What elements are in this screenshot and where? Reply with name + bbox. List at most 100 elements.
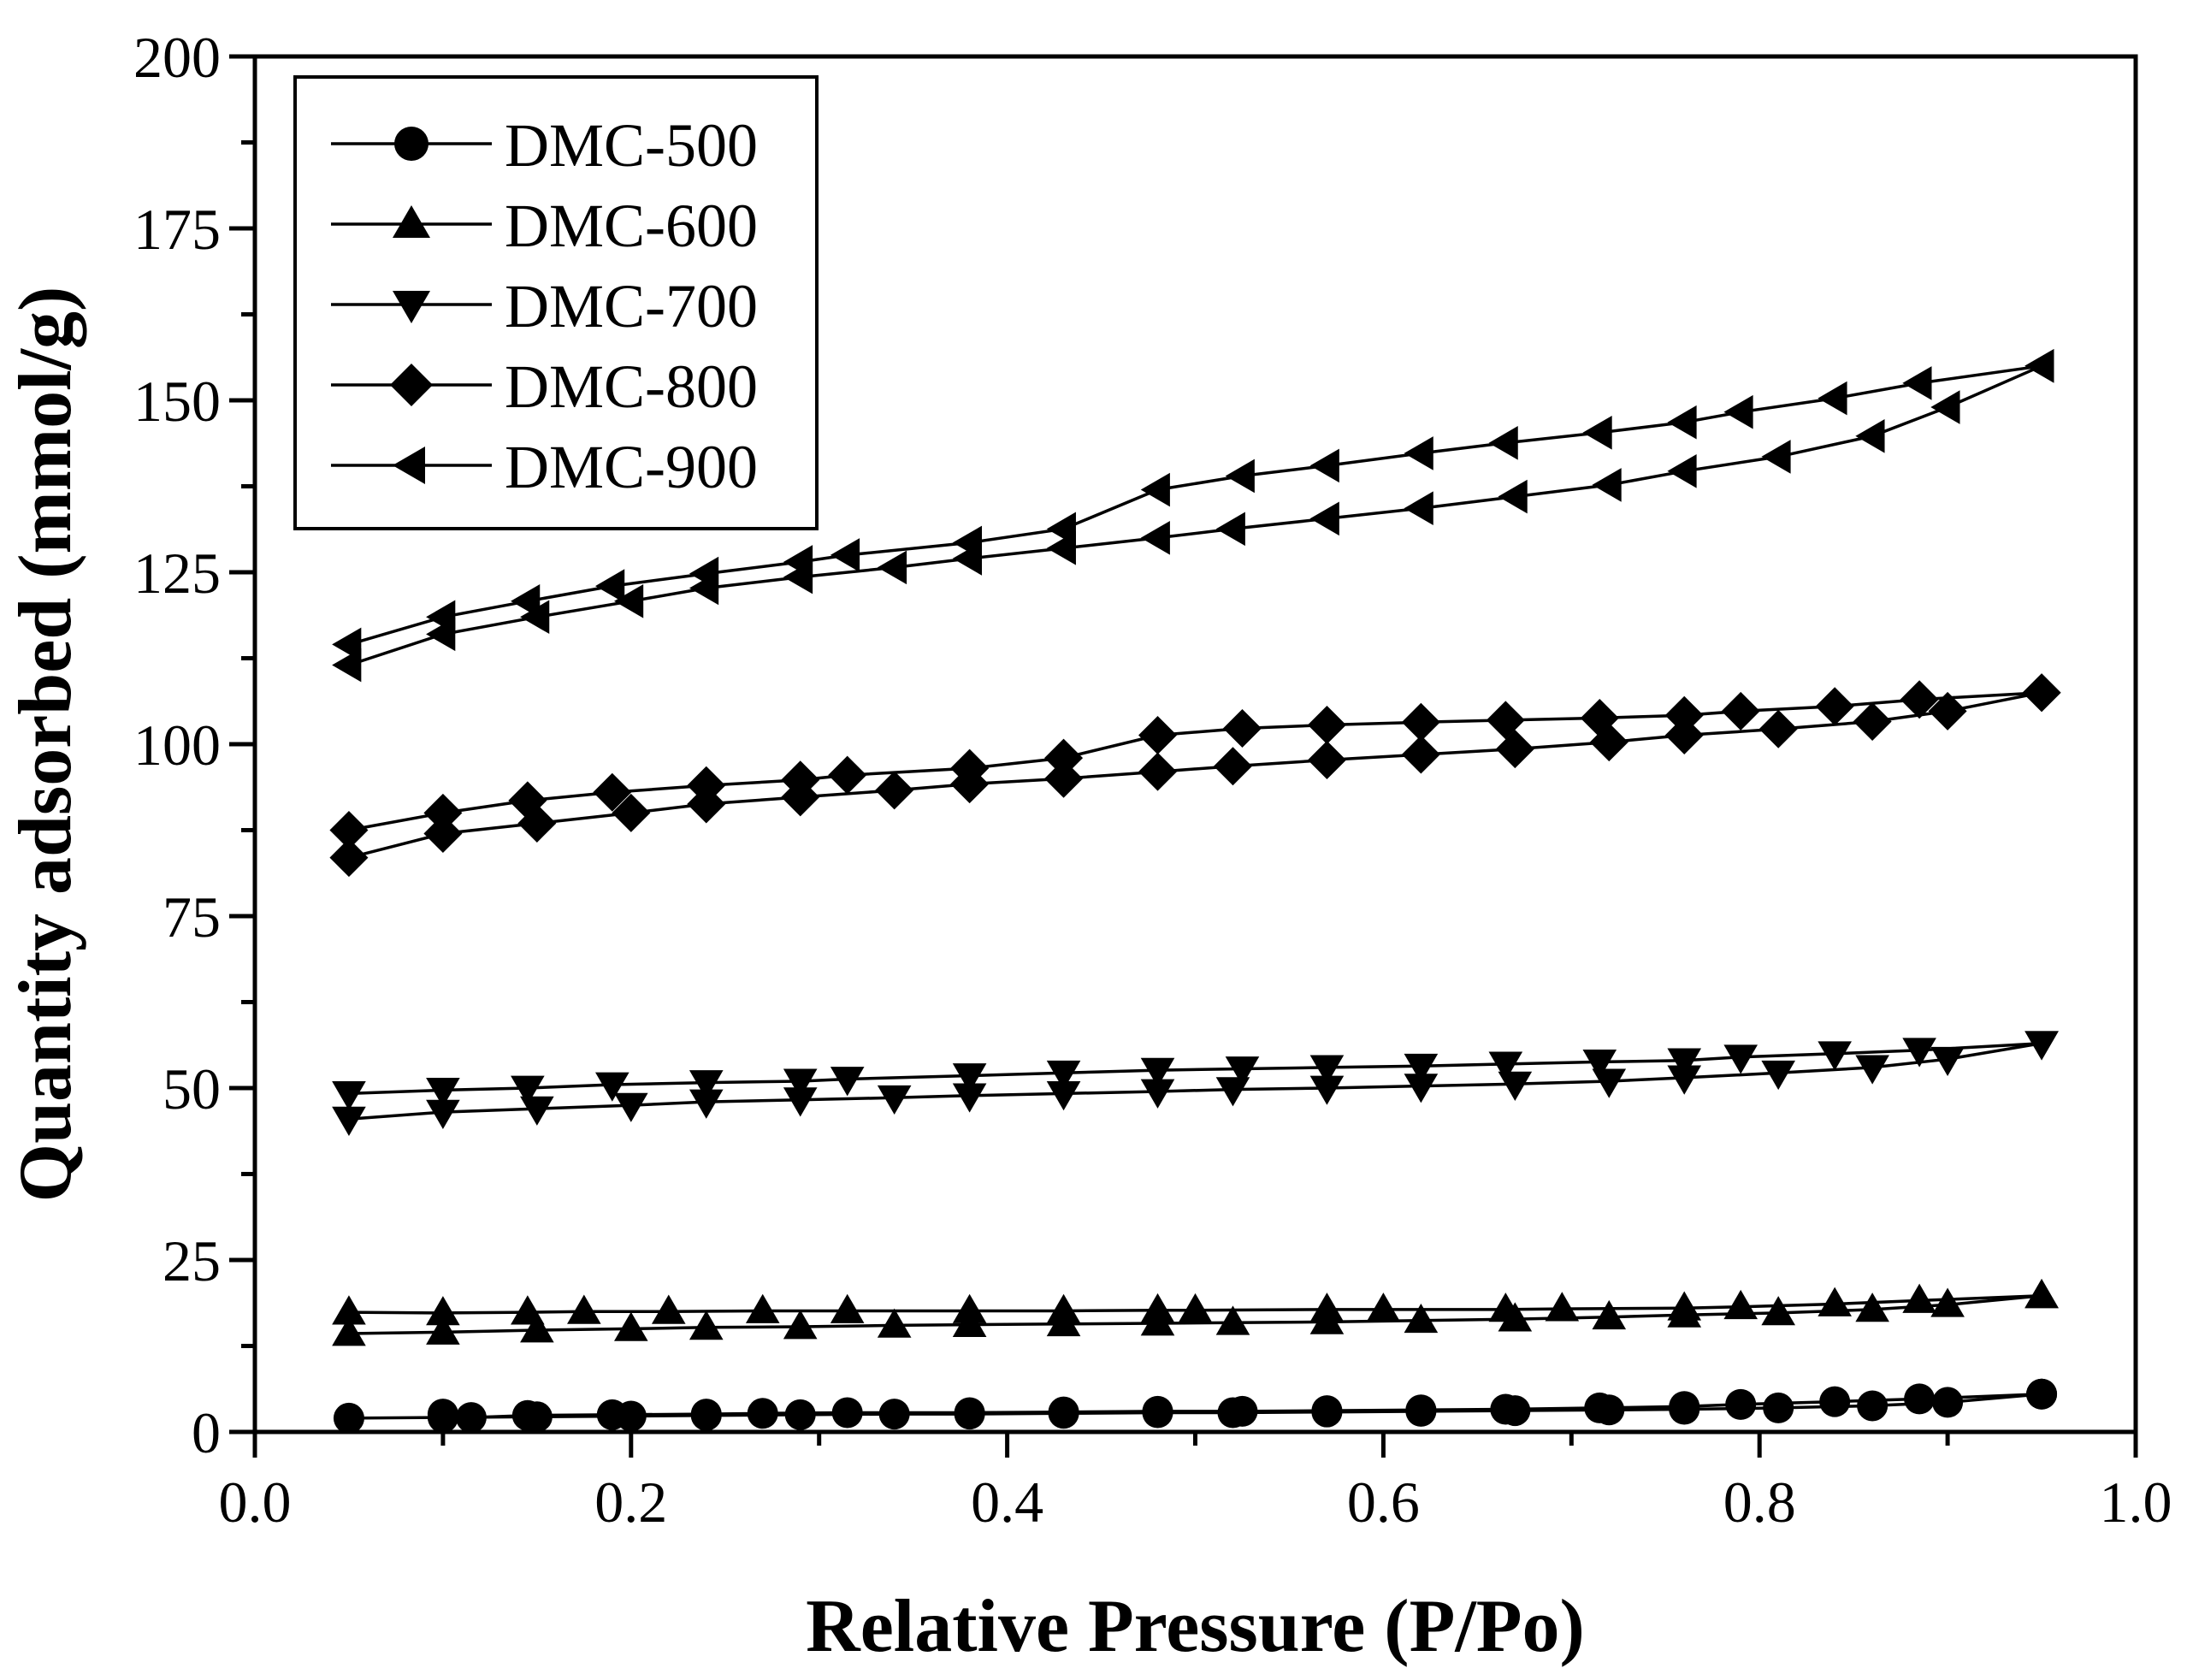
adsorption-point [423,814,463,854]
adsorption-point [1761,1296,1795,1326]
desorption-point [1664,695,1704,735]
desorption-point [1046,1293,1081,1323]
adsorption-point [1930,1287,1965,1317]
desorption-point [1486,701,1525,740]
adsorption-point [877,1308,912,1338]
desorption-point [828,755,867,795]
y-tick-label: 175 [133,197,221,262]
desorption-point [783,545,813,579]
legend-marker [394,127,429,161]
desorption-point [952,525,983,560]
adsorption-point [1855,1055,1889,1085]
adsorption-point [877,550,907,585]
desorption-point [1818,1287,1852,1316]
x-tick-label: 0.2 [594,1470,667,1535]
desorption-point [2024,349,2054,383]
adsorption-point [1761,440,1791,474]
desorption-point [783,1068,818,1098]
adsorption-point [1930,1046,1965,1077]
desorption-point [1584,1392,1616,1423]
desorption-point [1225,458,1255,494]
y-tick-label: 125 [133,541,221,606]
adsorption-point [1404,491,1433,526]
legend-box [293,75,819,530]
desorption-point [952,1063,987,1093]
adsorption-point [1763,1392,1794,1423]
legend-item: DMC-700 [331,272,758,340]
adsorption-point [612,793,651,832]
x-axis-title: Relative Pressure (P/Po) [806,1585,1585,1668]
adsorption-point [426,1099,460,1129]
desorption-point [1723,1044,1758,1074]
desorption-point [1904,1383,1936,1415]
series-dmc-500 [333,1378,2058,1434]
desorption-point [1488,1051,1523,1081]
adsorption-point [1215,512,1245,547]
legend: DMC-500 DMC-600 DMC-700 DMC-800 DMC-900 [293,75,819,530]
adsorption-point [1046,1081,1081,1111]
adsorption-point [1404,1074,1439,1103]
adsorption-point [1857,1390,1889,1422]
desorption-line [348,690,2042,832]
y-axis-title: Quantity adsorbed (mmol/g) [4,287,87,1203]
desorption-point [687,766,726,805]
desorption-point [1225,1056,1260,1086]
x-tick-label: 0.8 [1723,1470,1796,1535]
desorption-point [2026,1378,2058,1410]
legend-marker [393,447,425,484]
series-dmc-800 [329,673,2061,878]
desorption-point [830,1067,865,1097]
adsorption-point [1309,501,1339,536]
desorption-point [1404,436,1433,470]
desorption-point [1178,1293,1213,1323]
adsorption-point [1215,1077,1250,1107]
adsorption-point [875,771,914,810]
adsorption-point [689,1310,724,1340]
desorption-point [651,1294,686,1324]
desorption-point [2022,673,2061,713]
desorption-point [332,1295,366,1325]
legend-item: DMC-800 [331,352,758,421]
desorption-point [1818,381,1847,416]
desorption-point [1582,415,1612,450]
adsorption-point [1495,730,1534,769]
desorption-point [1140,1293,1175,1323]
desorption-point [747,1398,778,1429]
adsorption-point [1928,691,1967,731]
desorption-point [1819,1386,1851,1417]
desorption-point [1545,1292,1580,1322]
desorption-point [1580,698,1619,737]
adsorption-point [1213,747,1252,786]
adsorption-point [614,1311,648,1341]
y-tick-label: 25 [163,1228,221,1293]
legend-marker [390,364,433,406]
desorption-point [1046,512,1076,547]
adsorption-point [1930,390,1960,424]
adsorption-point [1401,735,1440,774]
adsorption-point [1758,709,1798,748]
desorption-point [690,1399,722,1430]
desorption-point [329,811,369,849]
desorption-point [427,1399,458,1430]
desorption-point [1140,1057,1175,1087]
legend-marker [393,291,430,323]
desorption-point [1046,1060,1081,1091]
adsorption-point [1667,1065,1702,1095]
adsorption-point [1592,468,1622,502]
adsorption-point [520,600,550,635]
tick-labels: 0.0 0.2 0.4 0.6 0.8 1.0 0 25 50 75 100 125 150 175 200 [133,25,2172,1535]
x-tick-label: 0.6 [1347,1470,1420,1535]
adsorption-point [1215,1305,1250,1335]
desorption-point [1311,1395,1343,1427]
desorption-point [1667,1048,1702,1078]
adsorption-point [1855,419,1885,453]
desorption-point [1405,1394,1437,1426]
adsorption-point [689,1089,724,1119]
desorption-point [1815,687,1854,726]
desorption-point [1667,405,1697,440]
desorption-point [1044,738,1084,778]
desorption-point [1900,680,1939,719]
desorption-point [1307,705,1346,744]
adsorption-line [348,1041,2042,1121]
